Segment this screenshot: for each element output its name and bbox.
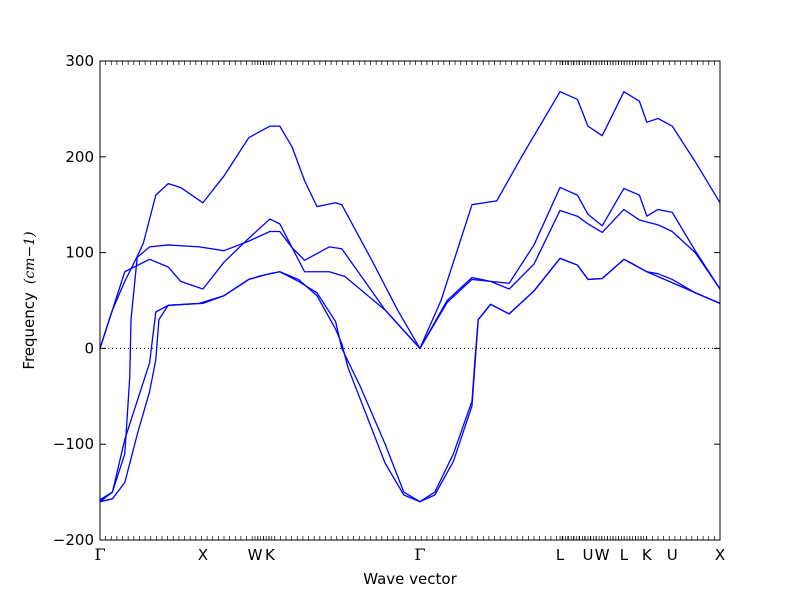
band-line-2 <box>99 208 721 501</box>
y-tick-label: −100 <box>53 435 94 453</box>
band-line-3 <box>99 186 721 350</box>
x-tick-label: X <box>715 546 725 564</box>
x-tick-label: U <box>582 546 593 564</box>
x-tick-label: W <box>595 546 610 564</box>
x-tick-label: Γ <box>414 545 425 564</box>
y-axis-title: Frequency (cm−1) <box>20 231 38 369</box>
band-line-5 <box>99 257 721 503</box>
x-tick-label: U <box>667 546 678 564</box>
y-tick-label: 100 <box>65 244 94 262</box>
y-tick-label: −200 <box>53 531 94 549</box>
x-tick-label: Γ <box>94 545 105 564</box>
tick-marks <box>99 60 721 541</box>
x-tick-label: L <box>556 546 565 564</box>
y-tick-label: 300 <box>65 52 94 70</box>
x-tick-label: K <box>642 546 653 564</box>
x-tick-label: X <box>198 546 208 564</box>
band-line-4 <box>99 91 721 350</box>
band-line-1 <box>99 257 721 503</box>
y-tick-label: 0 <box>84 339 94 357</box>
x-tick-label: K <box>265 546 276 564</box>
x-axis-title: Wave vector <box>363 570 457 588</box>
phonon-bands <box>99 91 721 503</box>
x-tick-label: W <box>248 546 263 564</box>
x-tick-label: L <box>620 546 629 564</box>
y-tick-labels: −200 −100 0 100 200 300 <box>53 52 94 549</box>
y-tick-label: 200 <box>65 148 94 166</box>
plot-frame <box>99 60 721 541</box>
